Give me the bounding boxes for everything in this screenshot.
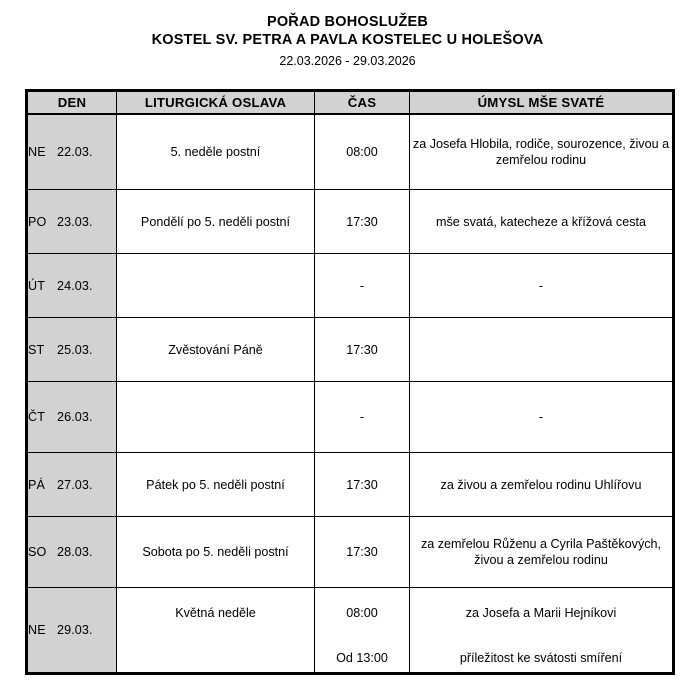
intention-cell: za zemřelou Růženu a Cyrila Paštěkových,… xyxy=(409,516,674,588)
day-of-week: PO xyxy=(28,214,47,229)
document-title-line2: KOSTEL SV. PETRA A PAVLA KOSTELEC U HOLE… xyxy=(151,32,544,48)
celebration-cell xyxy=(116,253,315,318)
intention-cell: - xyxy=(409,253,674,318)
celebration-primary: Květná neděle xyxy=(175,606,256,620)
day-cell: ÚT 24.03. xyxy=(26,253,117,318)
day-of-week: ČT xyxy=(28,410,45,424)
day-of-week: NE xyxy=(28,623,46,637)
intention-cell: za živou a zemřelou rodinu Uhlířovu xyxy=(409,452,674,517)
time-cell: 17:30 xyxy=(314,189,410,254)
intention-cell: mše svatá, katecheze a křížová cesta xyxy=(409,189,674,254)
column-header-intention: ÚMYSL MŠE SVATÉ xyxy=(409,90,674,115)
document-date-range: 22.03.2026 - 29.03.2026 xyxy=(279,54,416,68)
column-header-day: DEN xyxy=(26,90,117,115)
day-date: 22.03. xyxy=(57,145,93,159)
day-of-week: ÚT xyxy=(28,278,45,293)
time-cell: 17:30 xyxy=(314,317,410,382)
column-header-time: ČAS xyxy=(314,90,410,115)
day-cell: SO 28.03. xyxy=(26,516,117,588)
celebration-cell: Pondělí po 5. neděli postní xyxy=(116,189,315,254)
celebration-cell: Květná neděle xyxy=(116,587,315,674)
intention-cell: za Josefa a Marii Hejníkovi příležitost … xyxy=(409,587,674,674)
document-heading: POŘAD BOHOSLUŽEB KOSTEL SV. PETRA A PAVL… xyxy=(0,0,695,71)
day-cell: ČT 26.03. xyxy=(26,381,117,453)
day-cell: ST 25.03. xyxy=(26,317,117,382)
day-of-week: NE xyxy=(28,145,46,159)
table-row: PO 23.03. Pondělí po 5. neděli postní 17:… xyxy=(26,189,674,254)
intention-cell: za Josefa Hlobila, rodiče, sourozence, ž… xyxy=(409,113,674,190)
day-of-week: ST xyxy=(28,342,45,357)
table-row: NE 22.03. 5. neděle postní 08:00 za Josef… xyxy=(26,113,674,190)
column-header-celebration: LITURGICKÁ OSLAVA xyxy=(116,90,315,115)
time-primary: 08:00 xyxy=(346,606,378,620)
table-row: ČT 26.03. - - xyxy=(26,381,674,453)
table-row: SO 28.03. Sobota po 5. neděli postní 17:3… xyxy=(26,516,674,588)
day-of-week: PÁ xyxy=(28,477,45,492)
day-date: 29.03. xyxy=(57,623,93,637)
day-date: 23.03. xyxy=(57,214,93,229)
day-of-week: SO xyxy=(28,545,47,559)
celebration-cell: Zvěstování Páně xyxy=(116,317,315,382)
day-date: 27.03. xyxy=(57,477,93,492)
day-date: 26.03. xyxy=(57,410,93,424)
table-row: PÁ 27.03. Pátek po 5. neděli postní 17:30… xyxy=(26,452,674,517)
intention-cell xyxy=(409,317,674,382)
intention-cell: - xyxy=(409,381,674,453)
time-cell: 17:30 xyxy=(314,516,410,588)
day-cell: PO 23.03. xyxy=(26,189,117,254)
intention-primary: za Josefa a Marii Hejníkovi xyxy=(465,606,617,620)
time-secondary: Od 13:00 xyxy=(336,651,388,665)
table-row: NE 29.03. Květná neděle 08:00 Od 13:00 xyxy=(26,587,674,674)
time-cell: - xyxy=(314,253,410,318)
celebration-cell: Sobota po 5. neděli postní xyxy=(116,516,315,588)
table-row: ÚT 24.03. - - xyxy=(26,253,674,318)
table-header-row: DEN LITURGICKÁ OSLAVA ČAS ÚMYSL MŠE SVAT… xyxy=(26,90,674,115)
celebration-cell xyxy=(116,381,315,453)
celebration-cell: 5. neděle postní xyxy=(116,113,315,190)
intention-secondary: příležitost ke svátosti smíření xyxy=(459,651,623,665)
time-cell: 08:00 Od 13:00 xyxy=(314,587,410,674)
table-row: ST 25.03. Zvěstování Páně 17:30 xyxy=(26,317,674,382)
day-date: 25.03. xyxy=(57,342,93,357)
schedule-table: DEN LITURGICKÁ OSLAVA ČAS ÚMYSL MŠE SVAT… xyxy=(25,89,675,675)
day-cell: NE 29.03. xyxy=(26,587,117,674)
schedule-table-wrapper: DEN LITURGICKÁ OSLAVA ČAS ÚMYSL MŠE SVAT… xyxy=(25,89,675,675)
day-date: 28.03. xyxy=(57,545,93,559)
celebration-cell: Pátek po 5. neděli postní xyxy=(116,452,315,517)
time-cell: 08:00 xyxy=(314,113,410,190)
day-cell: NE 22.03. xyxy=(26,113,117,190)
time-cell: - xyxy=(314,381,410,453)
time-cell: 17:30 xyxy=(314,452,410,517)
document-title-line1: POŘAD BOHOSLUŽEB xyxy=(266,14,429,30)
day-date: 24.03. xyxy=(57,278,93,293)
day-cell: PÁ 27.03. xyxy=(26,452,117,517)
